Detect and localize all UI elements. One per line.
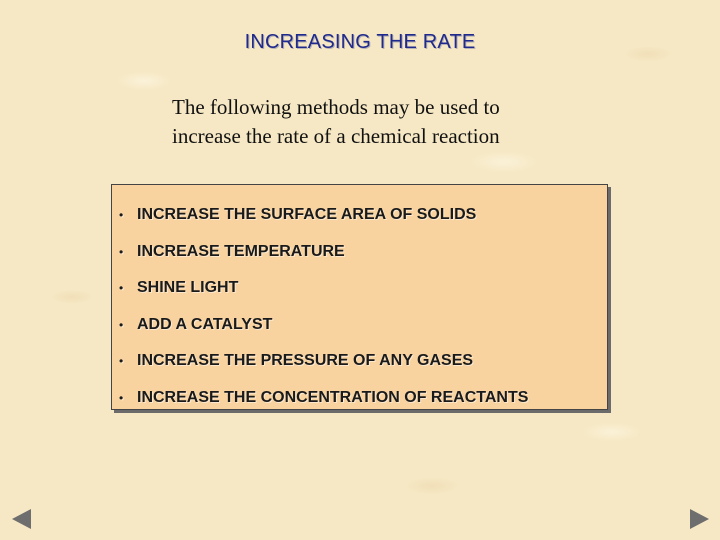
method-label: INCREASE THE CONCENTRATION OF REACTANTS bbox=[137, 388, 529, 406]
method-label: INCREASE THE PRESSURE OF ANY GASES bbox=[137, 352, 474, 370]
method-label: SHINE LIGHT bbox=[137, 279, 239, 297]
bullet-icon: • bbox=[119, 354, 124, 369]
method-label: ADD A CATALYST bbox=[137, 315, 273, 333]
next-slide-button[interactable] bbox=[690, 509, 709, 529]
bullet-icon: • bbox=[119, 317, 124, 332]
previous-slide-button[interactable] bbox=[12, 509, 31, 529]
bullet-icon: • bbox=[119, 244, 124, 259]
intro-text: The following methods may be used to inc… bbox=[172, 93, 592, 151]
method-label: INCREASE THE SURFACE AREA OF SOLIDS bbox=[137, 206, 477, 224]
method-item: • INCREASE THE CONCENTRATION OF REACTANT… bbox=[119, 380, 607, 417]
methods-list: • INCREASE THE SURFACE AREA OF SOLIDS • … bbox=[112, 185, 607, 416]
method-label: INCREASE TEMPERATURE bbox=[137, 242, 345, 260]
bullet-icon: • bbox=[119, 281, 124, 296]
methods-panel: • INCREASE THE SURFACE AREA OF SOLIDS • … bbox=[111, 184, 608, 410]
intro-line: The following methods may be used to bbox=[172, 95, 500, 119]
intro-line: increase the rate of a chemical reaction bbox=[172, 124, 500, 148]
method-item: • INCREASE THE PRESSURE OF ANY GASES bbox=[119, 343, 607, 380]
method-item: • INCREASE THE SURFACE AREA OF SOLIDS bbox=[119, 197, 607, 234]
method-item: • ADD A CATALYST bbox=[119, 307, 607, 344]
bullet-icon: • bbox=[119, 390, 124, 405]
slide-title: INCREASING THE RATE bbox=[244, 31, 476, 53]
bullet-icon: • bbox=[119, 208, 124, 223]
method-item: • SHINE LIGHT bbox=[119, 270, 607, 307]
method-item: • INCREASE TEMPERATURE bbox=[119, 234, 607, 271]
